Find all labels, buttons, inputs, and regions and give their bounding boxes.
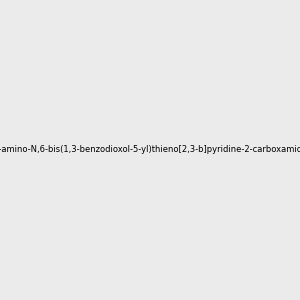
Text: 3-amino-N,6-bis(1,3-benzodioxol-5-yl)thieno[2,3-b]pyridine-2-carboxamide: 3-amino-N,6-bis(1,3-benzodioxol-5-yl)thi…: [0, 146, 300, 154]
